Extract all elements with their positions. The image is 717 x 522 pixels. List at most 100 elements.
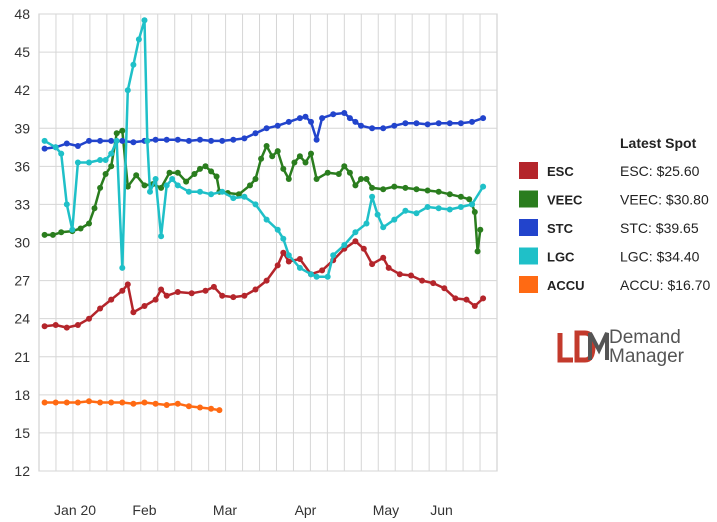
data-point (296, 264, 303, 271)
data-point (130, 61, 137, 68)
data-point (424, 187, 431, 194)
data-point (352, 182, 359, 189)
data-point (86, 220, 92, 227)
data-point (302, 113, 309, 120)
data-point (408, 272, 414, 279)
data-point (86, 315, 92, 322)
data-point (197, 136, 203, 143)
data-point (135, 36, 142, 43)
data-point (424, 204, 431, 210)
data-point (97, 399, 104, 406)
data-point (402, 207, 409, 214)
data-point (471, 303, 478, 309)
data-point (74, 143, 81, 149)
data-point (369, 193, 376, 200)
data-point (402, 120, 409, 127)
logo-l-mark (557, 333, 573, 363)
data-point (213, 173, 220, 180)
data-point (163, 292, 170, 299)
data-point (77, 225, 84, 232)
data-point (285, 118, 292, 125)
data-point (69, 226, 76, 233)
data-point (446, 191, 453, 198)
data-point (241, 193, 248, 200)
data-point (352, 238, 359, 245)
legend-entry: ESC ESC: $25.60 (519, 162, 700, 179)
x-tick-label: Jan 20 (54, 502, 96, 518)
data-point (280, 235, 287, 242)
data-point (313, 273, 320, 280)
data-point (230, 195, 237, 202)
data-point (252, 176, 259, 182)
data-point (74, 399, 81, 406)
x-tick-label: Jun (430, 502, 453, 518)
data-point (97, 157, 104, 163)
data-point (477, 226, 484, 233)
data-point (480, 183, 487, 190)
y-tick-label: 27 (14, 273, 30, 289)
data-point (352, 229, 359, 236)
data-point (63, 201, 70, 208)
data-point (296, 115, 303, 122)
data-point (58, 229, 65, 236)
data-point (363, 176, 370, 182)
data-point (396, 271, 403, 278)
series-accu (41, 398, 223, 414)
data-point (58, 150, 65, 157)
data-point (335, 171, 342, 177)
data-point (263, 143, 270, 149)
legend-swatch (519, 162, 538, 179)
data-point (269, 153, 276, 160)
data-point (141, 303, 148, 309)
data-point (360, 245, 367, 252)
data-point (469, 118, 475, 125)
data-point (463, 296, 470, 303)
data-point (274, 226, 281, 233)
data-point (296, 153, 303, 160)
data-point (147, 188, 153, 195)
legend-latest-value: VEEC: $30.80 (620, 192, 709, 208)
data-point (108, 150, 115, 157)
legend-swatch (519, 190, 538, 208)
data-point (174, 289, 181, 295)
data-point (188, 290, 195, 297)
data-point (285, 252, 292, 259)
data-point (152, 400, 159, 407)
data-point (152, 136, 159, 143)
logo-line-1: Demand (609, 327, 681, 348)
data-point (230, 136, 237, 143)
data-point (341, 163, 348, 170)
data-point (41, 231, 48, 238)
data-point (252, 130, 259, 137)
data-point (346, 169, 353, 176)
data-point (274, 262, 281, 269)
y-tick-label: 42 (14, 82, 30, 98)
data-point (141, 182, 148, 189)
data-point (158, 286, 165, 293)
data-point (210, 283, 217, 290)
data-point (391, 183, 398, 190)
data-point (163, 136, 170, 143)
data-point (185, 188, 192, 195)
data-point (158, 233, 165, 240)
data-point (174, 400, 181, 407)
data-point (113, 130, 120, 137)
data-point (369, 125, 376, 132)
data-point (124, 281, 131, 288)
y-tick-label: 30 (14, 235, 30, 251)
legend-entry: VEEC VEEC: $30.80 (519, 190, 709, 208)
legend-series-name: ESC (547, 164, 574, 179)
data-point (285, 176, 292, 182)
data-point (352, 118, 359, 125)
data-point (480, 115, 487, 122)
data-point (166, 169, 173, 176)
data-point (380, 254, 387, 261)
legend-entry: ACCU ACCU: $16.70 (519, 276, 710, 293)
data-point (435, 205, 442, 212)
data-point (97, 137, 104, 144)
data-point (86, 137, 92, 144)
data-point (385, 264, 392, 271)
data-point (466, 196, 473, 203)
legend-series-name: VEEC (547, 193, 583, 208)
legend-entry: LGC LGC: $34.40 (519, 247, 700, 265)
